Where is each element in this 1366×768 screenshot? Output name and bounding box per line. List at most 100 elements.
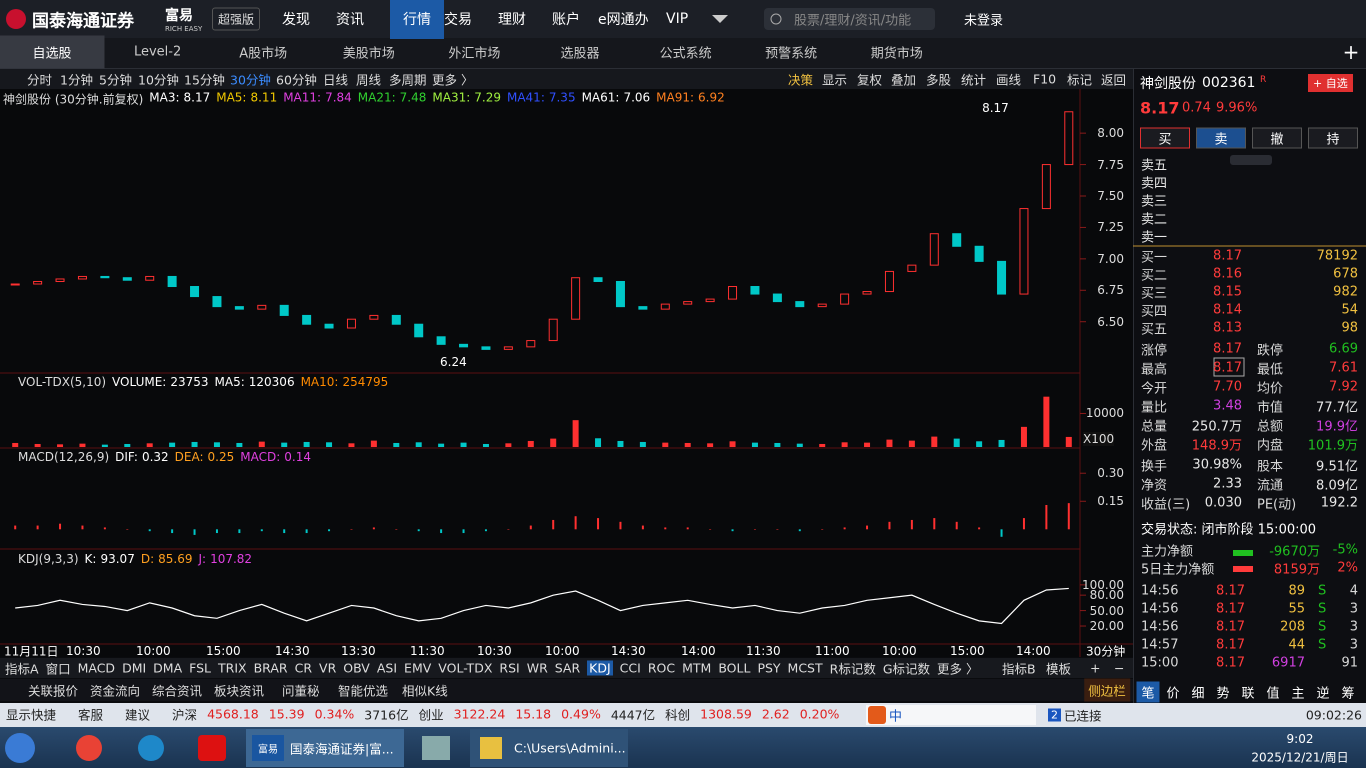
tool[interactable]: 标记: [1067, 72, 1093, 88]
chrome-icon[interactable]: [76, 735, 102, 761]
indicator-tab[interactable]: G标记数: [882, 661, 931, 677]
tab[interactable]: 期货市场: [870, 46, 923, 62]
indicator-tool[interactable]: −: [1114, 660, 1125, 676]
info-tab[interactable]: 问董秘: [282, 683, 320, 699]
search-placeholder[interactable]: 股票/理财/资讯/功能: [794, 13, 912, 29]
tool[interactable]: F10: [1033, 71, 1057, 87]
period[interactable]: 10分钟: [138, 72, 179, 88]
nav-item[interactable]: VIP: [666, 11, 689, 27]
info-tab[interactable]: 板块资讯: [214, 683, 265, 699]
taskbar-label[interactable]: 国泰海通证券|富...: [290, 741, 394, 757]
trade-button[interactable]: 卖: [1196, 127, 1246, 149]
tool[interactable]: 返回: [1101, 72, 1127, 88]
indicator-tab[interactable]: KDJ: [587, 660, 613, 676]
quote-tab[interactable]: 细: [1191, 686, 1205, 702]
period[interactable]: 更多 〉: [432, 72, 474, 88]
period[interactable]: 多周期: [389, 72, 427, 88]
tab[interactable]: 预警系统: [765, 46, 818, 62]
indicator-tab[interactable]: PSY: [757, 660, 781, 676]
period[interactable]: 60分钟: [276, 72, 317, 88]
start-button[interactable]: [5, 733, 35, 763]
indicator-tab[interactable]: 窗口: [45, 661, 71, 677]
period[interactable]: 分时: [27, 72, 53, 88]
info-tab[interactable]: 关联报价: [28, 683, 79, 699]
info-tab[interactable]: 智能优选: [338, 683, 389, 699]
trade-button[interactable]: 买: [1140, 127, 1190, 149]
nav-item[interactable]: 发现: [282, 12, 310, 28]
nav-item[interactable]: 账户: [552, 12, 580, 28]
nav-item[interactable]: 行情: [390, 0, 444, 39]
trade-button[interactable]: 撤: [1252, 127, 1302, 149]
tab[interactable]: 选股器: [560, 46, 600, 62]
tool[interactable]: 决策: [788, 72, 814, 88]
period[interactable]: 15分钟: [184, 72, 225, 88]
info-tab[interactable]: 相似K线: [402, 683, 448, 699]
tab[interactable]: A股市场: [239, 46, 288, 62]
collapse-handle[interactable]: [1230, 155, 1272, 165]
quote-tab[interactable]: 筹: [1341, 686, 1355, 702]
nav-item[interactable]: 资讯: [336, 12, 364, 28]
indicator-tab[interactable]: TRIX: [218, 660, 247, 676]
indicator-tab[interactable]: MCST: [787, 660, 823, 676]
tab[interactable]: 外汇市场: [448, 46, 501, 62]
tab-add[interactable]: +: [1342, 40, 1360, 64]
indicator-tab[interactable]: 更多 〉: [937, 661, 979, 677]
nav-item[interactable]: e网通办: [598, 12, 649, 28]
nav-item[interactable]: 理财: [498, 12, 526, 28]
edition[interactable]: 超强版: [212, 7, 261, 31]
indicator-tab[interactable]: CCI: [619, 660, 641, 676]
quote-tab[interactable]: 主: [1291, 686, 1305, 702]
indicator-tab[interactable]: OBV: [343, 660, 370, 676]
indicator-tab[interactable]: BOLL: [718, 660, 751, 676]
indicator-tab[interactable]: ROC: [647, 660, 676, 676]
indicator-tab[interactable]: WR: [526, 660, 548, 676]
tab[interactable]: 美股市场: [342, 46, 395, 62]
indicator-tab[interactable]: EMV: [404, 660, 432, 676]
quote-tab[interactable]: 逆: [1316, 686, 1330, 702]
indicator-tab[interactable]: SAR: [554, 660, 581, 676]
nav-item[interactable]: 交易: [444, 12, 472, 28]
indicator-tab[interactable]: BRAR: [253, 660, 288, 676]
app-icon[interactable]: [198, 735, 226, 761]
quote-tab[interactable]: 笔: [1136, 681, 1160, 703]
search-box[interactable]: [764, 8, 935, 30]
indicator-tool[interactable]: 模板: [1046, 661, 1072, 677]
period[interactable]: 1分钟: [60, 72, 93, 88]
tool[interactable]: 复权: [857, 72, 883, 88]
status-link[interactable]: 客服: [78, 707, 104, 723]
indicator-tool[interactable]: 指标B: [1002, 661, 1036, 677]
period[interactable]: 周线: [356, 72, 382, 88]
sidebar-toggle[interactable]: 侧边栏: [1084, 678, 1130, 702]
indicator-tab[interactable]: R标记数: [829, 661, 876, 677]
period[interactable]: 5分钟: [99, 72, 132, 88]
taskbar-icon[interactable]: [422, 736, 450, 760]
quote-tab[interactable]: 势: [1216, 686, 1230, 702]
indicator-tab[interactable]: FSL: [189, 660, 212, 676]
indicator-tab[interactable]: ASI: [376, 660, 398, 676]
dropdown-icon[interactable]: [712, 15, 728, 23]
indicator-tab[interactable]: 指标A: [5, 661, 39, 677]
status-link[interactable]: 显示快捷: [6, 707, 57, 723]
quote-tab[interactable]: 值: [1266, 686, 1280, 702]
add-watch[interactable]: + 自选: [1308, 74, 1353, 92]
edge-icon[interactable]: [138, 735, 164, 761]
quote-tab[interactable]: 价: [1166, 686, 1180, 702]
indicator-tab[interactable]: CR: [294, 660, 313, 676]
tool[interactable]: 多股: [926, 72, 952, 88]
indicator-tab[interactable]: VR: [319, 660, 337, 676]
trade-button[interactable]: 持: [1308, 127, 1358, 149]
indicator-tool[interactable]: +: [1090, 660, 1101, 676]
period[interactable]: 日线: [323, 72, 349, 88]
tab[interactable]: 公式系统: [659, 46, 712, 62]
indicator-tab[interactable]: VOL-TDX: [438, 660, 493, 676]
info-tab[interactable]: 综合资讯: [152, 683, 203, 699]
info-tab[interactable]: 资金流向: [90, 683, 141, 699]
tool[interactable]: 画线: [996, 72, 1022, 88]
taskbar-label[interactable]: C:\Users\Admini...: [514, 740, 626, 756]
indicator-tab[interactable]: DMA: [153, 660, 183, 676]
login[interactable]: 未登录: [964, 13, 1004, 29]
tool[interactable]: 叠加: [891, 72, 917, 88]
tab[interactable]: 自选股: [0, 35, 105, 69]
period[interactable]: 30分钟: [230, 72, 271, 88]
indicator-tab[interactable]: MTM: [682, 660, 712, 676]
